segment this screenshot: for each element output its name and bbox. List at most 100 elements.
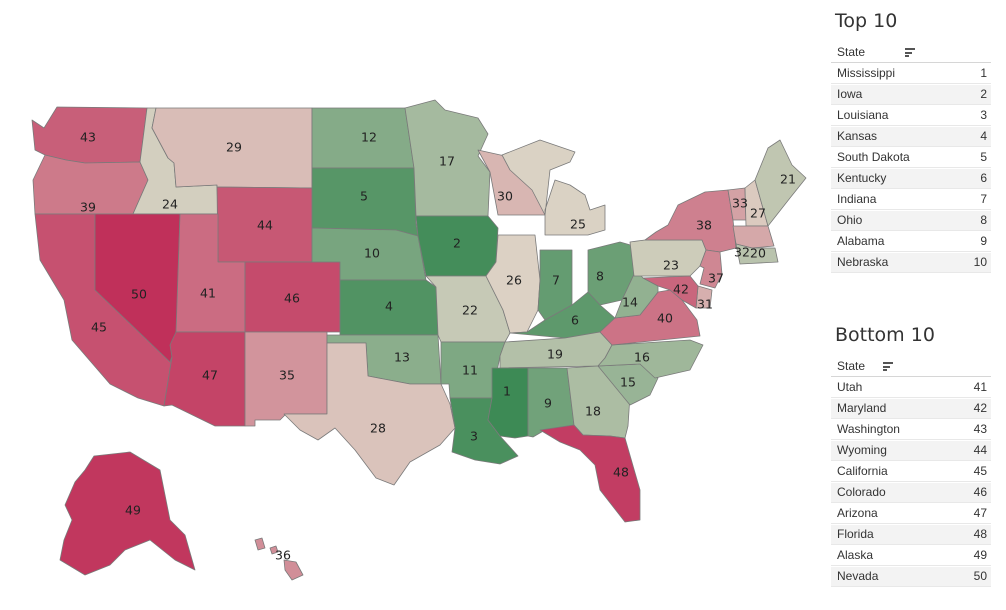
state-rank-label-me: 21 xyxy=(780,172,796,187)
state-rank-label-id: 24 xyxy=(162,197,178,212)
table-row[interactable]: Utah 41 xyxy=(831,378,991,398)
table-row[interactable]: Louisiana 3 xyxy=(831,106,991,126)
state-rank-label-nv: 50 xyxy=(131,287,147,302)
state-ct[interactable] xyxy=(735,243,779,265)
table-row[interactable]: Nevada 50 xyxy=(831,567,991,587)
state-name: Mississippi xyxy=(837,66,896,80)
table-row[interactable]: Alaska 49 xyxy=(831,546,991,566)
bottom-10-panel: Bottom 10 State Utah 41 Maryland 42 Washingt… xyxy=(831,322,991,587)
table-row[interactable]: Iowa 2 xyxy=(831,85,991,105)
state-name: Wyoming xyxy=(837,443,887,457)
state-me[interactable] xyxy=(754,139,807,227)
state-rank-label-oh: 8 xyxy=(596,269,604,284)
state-hi[interactable] xyxy=(254,537,304,581)
state-rank-label-nh: 27 xyxy=(750,206,766,221)
state-rank: 10 xyxy=(973,255,987,269)
us-state-map: 4339452450294441474635125104132817222113… xyxy=(31,99,807,581)
state-rank: 43 xyxy=(973,422,987,436)
state-rank-label-hi: 36 xyxy=(275,548,291,563)
state-rank: 41 xyxy=(973,380,987,394)
state-rank: 48 xyxy=(973,527,987,541)
state-rank-label-ar: 11 xyxy=(462,363,478,378)
state-name: Arizona xyxy=(837,506,878,520)
top-10-table: Mississippi 1 Iowa 2 Louisiana 3 Kansas 4 South … xyxy=(831,64,991,273)
state-name: Colorado xyxy=(837,485,886,499)
table-row[interactable]: Wyoming 44 xyxy=(831,441,991,461)
state-rank-label-la: 3 xyxy=(470,429,478,444)
state-rank-label-nd: 12 xyxy=(361,130,377,145)
top-10-header[interactable]: State xyxy=(831,42,991,63)
state-nj[interactable] xyxy=(699,249,723,289)
state-tx[interactable] xyxy=(283,342,456,486)
state-name: Nebraska xyxy=(837,255,889,269)
table-row[interactable]: Ohio 8 xyxy=(831,211,991,231)
state-rank-label-va: 40 xyxy=(657,311,673,326)
sort-descending-icon[interactable] xyxy=(883,362,893,371)
bottom-10-table: Utah 41 Maryland 42 Washington 43 Wyoming 44 Cal… xyxy=(831,378,991,587)
state-md[interactable] xyxy=(642,275,699,309)
table-row[interactable]: California 45 xyxy=(831,462,991,482)
state-rank-label-fl: 48 xyxy=(613,465,629,480)
state-name: Kentucky xyxy=(837,171,887,185)
state-rank-label-ca: 45 xyxy=(91,320,107,335)
state-column-header[interactable]: State xyxy=(837,359,866,373)
state-name: Louisiana xyxy=(837,108,889,122)
state-rank-label-md: 42 xyxy=(673,282,689,297)
state-rank-label-mi: 25 xyxy=(570,217,586,232)
bottom-10-header[interactable]: State xyxy=(831,356,991,377)
state-name: Utah xyxy=(837,380,863,394)
sort-descending-icon[interactable] xyxy=(905,48,915,57)
state-rank: 6 xyxy=(980,171,987,185)
state-rank-label-az: 47 xyxy=(202,368,218,383)
state-rank-label-ut: 41 xyxy=(200,286,216,301)
table-row[interactable]: Kansas 4 xyxy=(831,127,991,147)
table-row[interactable]: Kentucky 6 xyxy=(831,169,991,189)
state-rank-label-nm: 35 xyxy=(279,368,295,383)
table-row[interactable]: South Dakota 5 xyxy=(831,148,991,168)
state-ms[interactable] xyxy=(487,367,529,439)
state-ak[interactable] xyxy=(59,451,196,576)
state-rank-label-ak: 49 xyxy=(125,503,141,518)
state-rank-label-ga: 18 xyxy=(585,404,601,419)
table-row[interactable]: Alabama 9 xyxy=(831,232,991,252)
state-mn[interactable] xyxy=(404,99,491,217)
state-rank: 42 xyxy=(973,401,987,415)
state-fl[interactable] xyxy=(539,424,641,523)
state-rank: 45 xyxy=(973,464,987,478)
table-row[interactable]: Arizona 47 xyxy=(831,504,991,524)
state-rank-label-wa: 43 xyxy=(80,130,96,145)
state-nc[interactable] xyxy=(597,339,704,379)
state-ma[interactable] xyxy=(732,225,775,249)
state-rank-label-co: 46 xyxy=(284,291,300,306)
table-row[interactable]: Indiana 7 xyxy=(831,190,991,210)
state-rank-label-ia: 2 xyxy=(453,236,461,251)
state-rank-label-tx: 28 xyxy=(370,421,386,436)
state-name: South Dakota xyxy=(837,150,910,164)
state-mi[interactable] xyxy=(501,139,606,236)
table-row[interactable]: Washington 43 xyxy=(831,420,991,440)
state-rank: 7 xyxy=(980,192,987,206)
state-rank: 8 xyxy=(980,213,987,227)
state-name: California xyxy=(837,464,888,478)
table-row[interactable]: Nebraska 10 xyxy=(831,253,991,273)
state-rank-label-or: 39 xyxy=(80,200,96,215)
table-row[interactable]: Florida 48 xyxy=(831,525,991,545)
state-rank: 46 xyxy=(973,485,987,499)
state-rank-label-mt: 29 xyxy=(226,140,242,155)
table-row[interactable]: Colorado 46 xyxy=(831,483,991,503)
state-rank: 2 xyxy=(980,87,987,101)
state-rank: 50 xyxy=(973,569,987,583)
state-rank-label-ny: 38 xyxy=(696,218,712,233)
table-row[interactable]: Mississippi 1 xyxy=(831,64,991,84)
state-rank: 47 xyxy=(973,506,987,520)
state-name: Iowa xyxy=(837,87,863,101)
state-column-header[interactable]: State xyxy=(837,45,866,59)
state-name: Alabama xyxy=(837,234,885,248)
table-row[interactable]: Maryland 42 xyxy=(831,399,991,419)
top-10-title: Top 10 xyxy=(835,10,898,32)
state-name: Alaska xyxy=(837,548,874,562)
state-name: Maryland xyxy=(837,401,887,415)
state-name: Washington xyxy=(837,422,900,436)
state-name: Kansas xyxy=(837,129,878,143)
state-rank-label-de: 31 xyxy=(697,297,713,312)
